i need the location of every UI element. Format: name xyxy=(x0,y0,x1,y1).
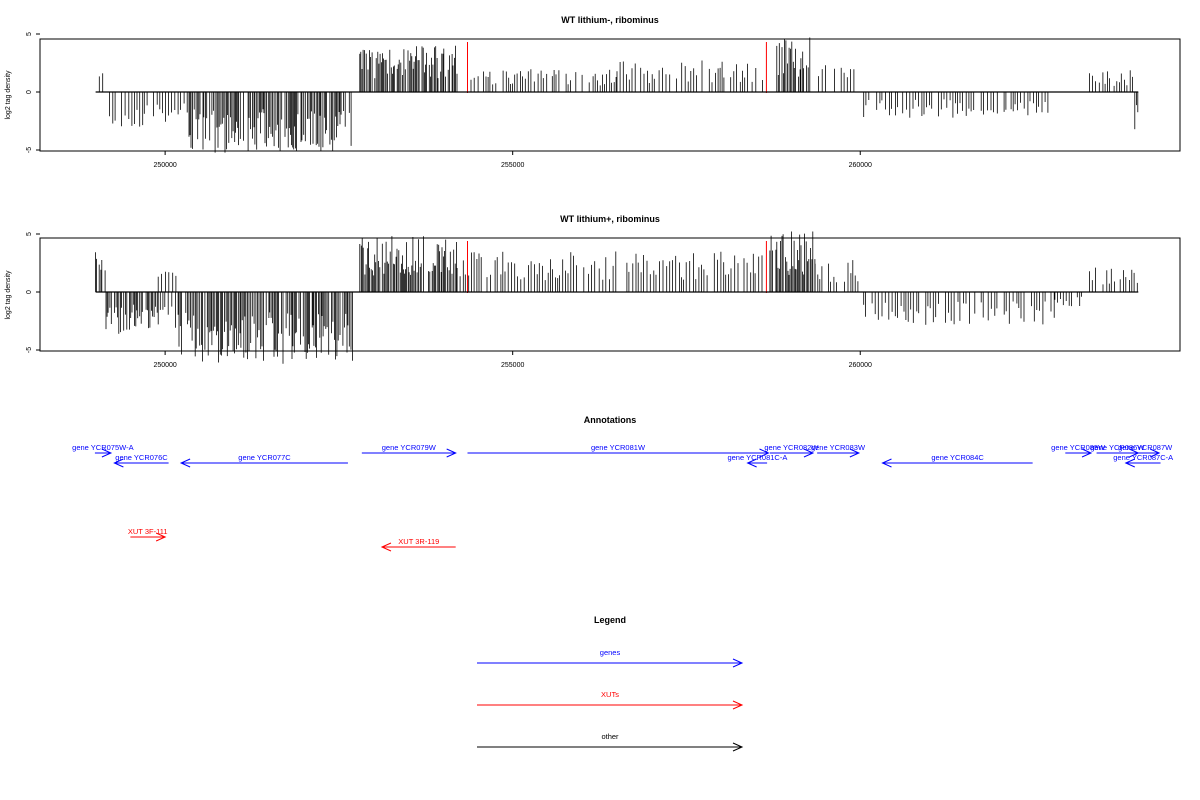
marker-lines xyxy=(467,42,767,93)
feature-arrow: gene YCR081C-A xyxy=(727,453,787,468)
feature-label: XUT 3F-111 xyxy=(128,527,168,536)
marker-lines xyxy=(467,241,767,293)
track-panel-lithium-plus: WT lithium+, ribominus log2 tag density … xyxy=(5,214,1181,369)
feature-arrow: gene YCR075W-A xyxy=(72,443,134,458)
plot-frame xyxy=(39,38,1181,152)
feature-label: XUT 3R-119 xyxy=(398,537,439,546)
feature-label: gene YCR075W-A xyxy=(72,443,133,452)
y-tick-label: 5 xyxy=(26,232,33,236)
legend-entry: other xyxy=(477,732,744,752)
y-tick-label: 0 xyxy=(26,290,33,294)
feature-arrow: gene YCR087C-A xyxy=(1113,453,1173,468)
feature-arrow: gene YCR082W xyxy=(764,443,819,458)
track-panel-lithium-minus: WT lithium-, ribominus log2 tag density … xyxy=(5,15,1181,169)
feature-label: gene YCR077C xyxy=(238,453,291,462)
feature-label: gene YCR083W xyxy=(811,443,866,452)
x-tick-label: 260000 xyxy=(849,362,872,369)
panel-title: WT lithium-, ribominus xyxy=(561,15,659,25)
x-axis-ticks: 250000 255000 260000 xyxy=(153,351,872,369)
annotations-title: Annotations xyxy=(584,415,637,425)
legend-label: XUTs xyxy=(601,690,619,699)
feature-label: gene YCR085W xyxy=(1051,443,1106,452)
feature-arrow: gene YCR076C xyxy=(113,453,169,468)
feature-label: gene YCR079W xyxy=(382,443,437,452)
y-tick-label: -5 xyxy=(26,147,33,153)
legend-title: Legend xyxy=(594,615,626,625)
legend-label: other xyxy=(601,732,619,741)
feature-label: gene YCR081C-A xyxy=(727,453,787,462)
feature-arrow: gene YCR077C xyxy=(179,453,348,468)
feature-arrow: gene YCR084C xyxy=(881,453,1033,468)
y-axis-label: log2 tag density xyxy=(5,70,12,120)
density-bars xyxy=(98,37,1139,153)
x-tick-label: 250000 xyxy=(153,162,176,169)
y-axis-ticks: -5 0 5 xyxy=(26,232,40,353)
x-tick-label: 255000 xyxy=(501,362,524,369)
feature-label: gene YCR081W xyxy=(591,443,646,452)
feature-arrow: XUT 3F-111 xyxy=(128,527,168,542)
y-tick-label: 5 xyxy=(26,32,33,36)
y-tick-label: -5 xyxy=(26,347,33,353)
feature-arrow: XUT 3R-119 xyxy=(380,537,456,552)
y-tick-label: 0 xyxy=(26,90,33,94)
y-axis-ticks: -5 0 5 xyxy=(26,32,40,153)
panel-title: WT lithium+, ribominus xyxy=(560,214,660,224)
feature-label: gene YCR076C xyxy=(115,453,168,462)
legend-entries: genes XUTs other xyxy=(477,648,744,752)
legend-entry: XUTs xyxy=(477,690,744,710)
x-tick-label: 255000 xyxy=(501,162,524,169)
feature-label: gene YCR082W xyxy=(764,443,819,452)
feature-arrow: gene YCR081W xyxy=(467,443,770,458)
x-tick-label: 250000 xyxy=(153,362,176,369)
feature-arrow: gene YCR087W xyxy=(1118,443,1173,458)
feature-label: gene YCR087C-A xyxy=(1113,453,1173,462)
legend-entry: genes xyxy=(477,648,744,668)
y-axis-label: log2 tag density xyxy=(5,270,12,320)
feature-arrow: gene YCR085W xyxy=(1051,443,1106,458)
legend-label: genes xyxy=(600,648,621,657)
x-axis-ticks: 250000 255000 260000 xyxy=(153,151,872,169)
legend: Legend genes XUTs other xyxy=(477,615,744,752)
feature-label: gene YCR084C xyxy=(931,453,984,462)
feature-label: gene YCR086W xyxy=(1090,443,1145,452)
x-tick-label: 260000 xyxy=(849,162,872,169)
plot-frame xyxy=(39,237,1181,352)
feature-arrow: gene YCR079W xyxy=(361,443,457,458)
feature-label: gene YCR087W xyxy=(1118,443,1173,452)
feature-arrow: gene YCR083W xyxy=(811,443,866,458)
density-bars xyxy=(95,231,1138,364)
